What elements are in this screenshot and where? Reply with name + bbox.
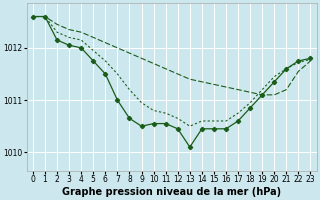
X-axis label: Graphe pression niveau de la mer (hPa): Graphe pression niveau de la mer (hPa) <box>62 187 281 197</box>
